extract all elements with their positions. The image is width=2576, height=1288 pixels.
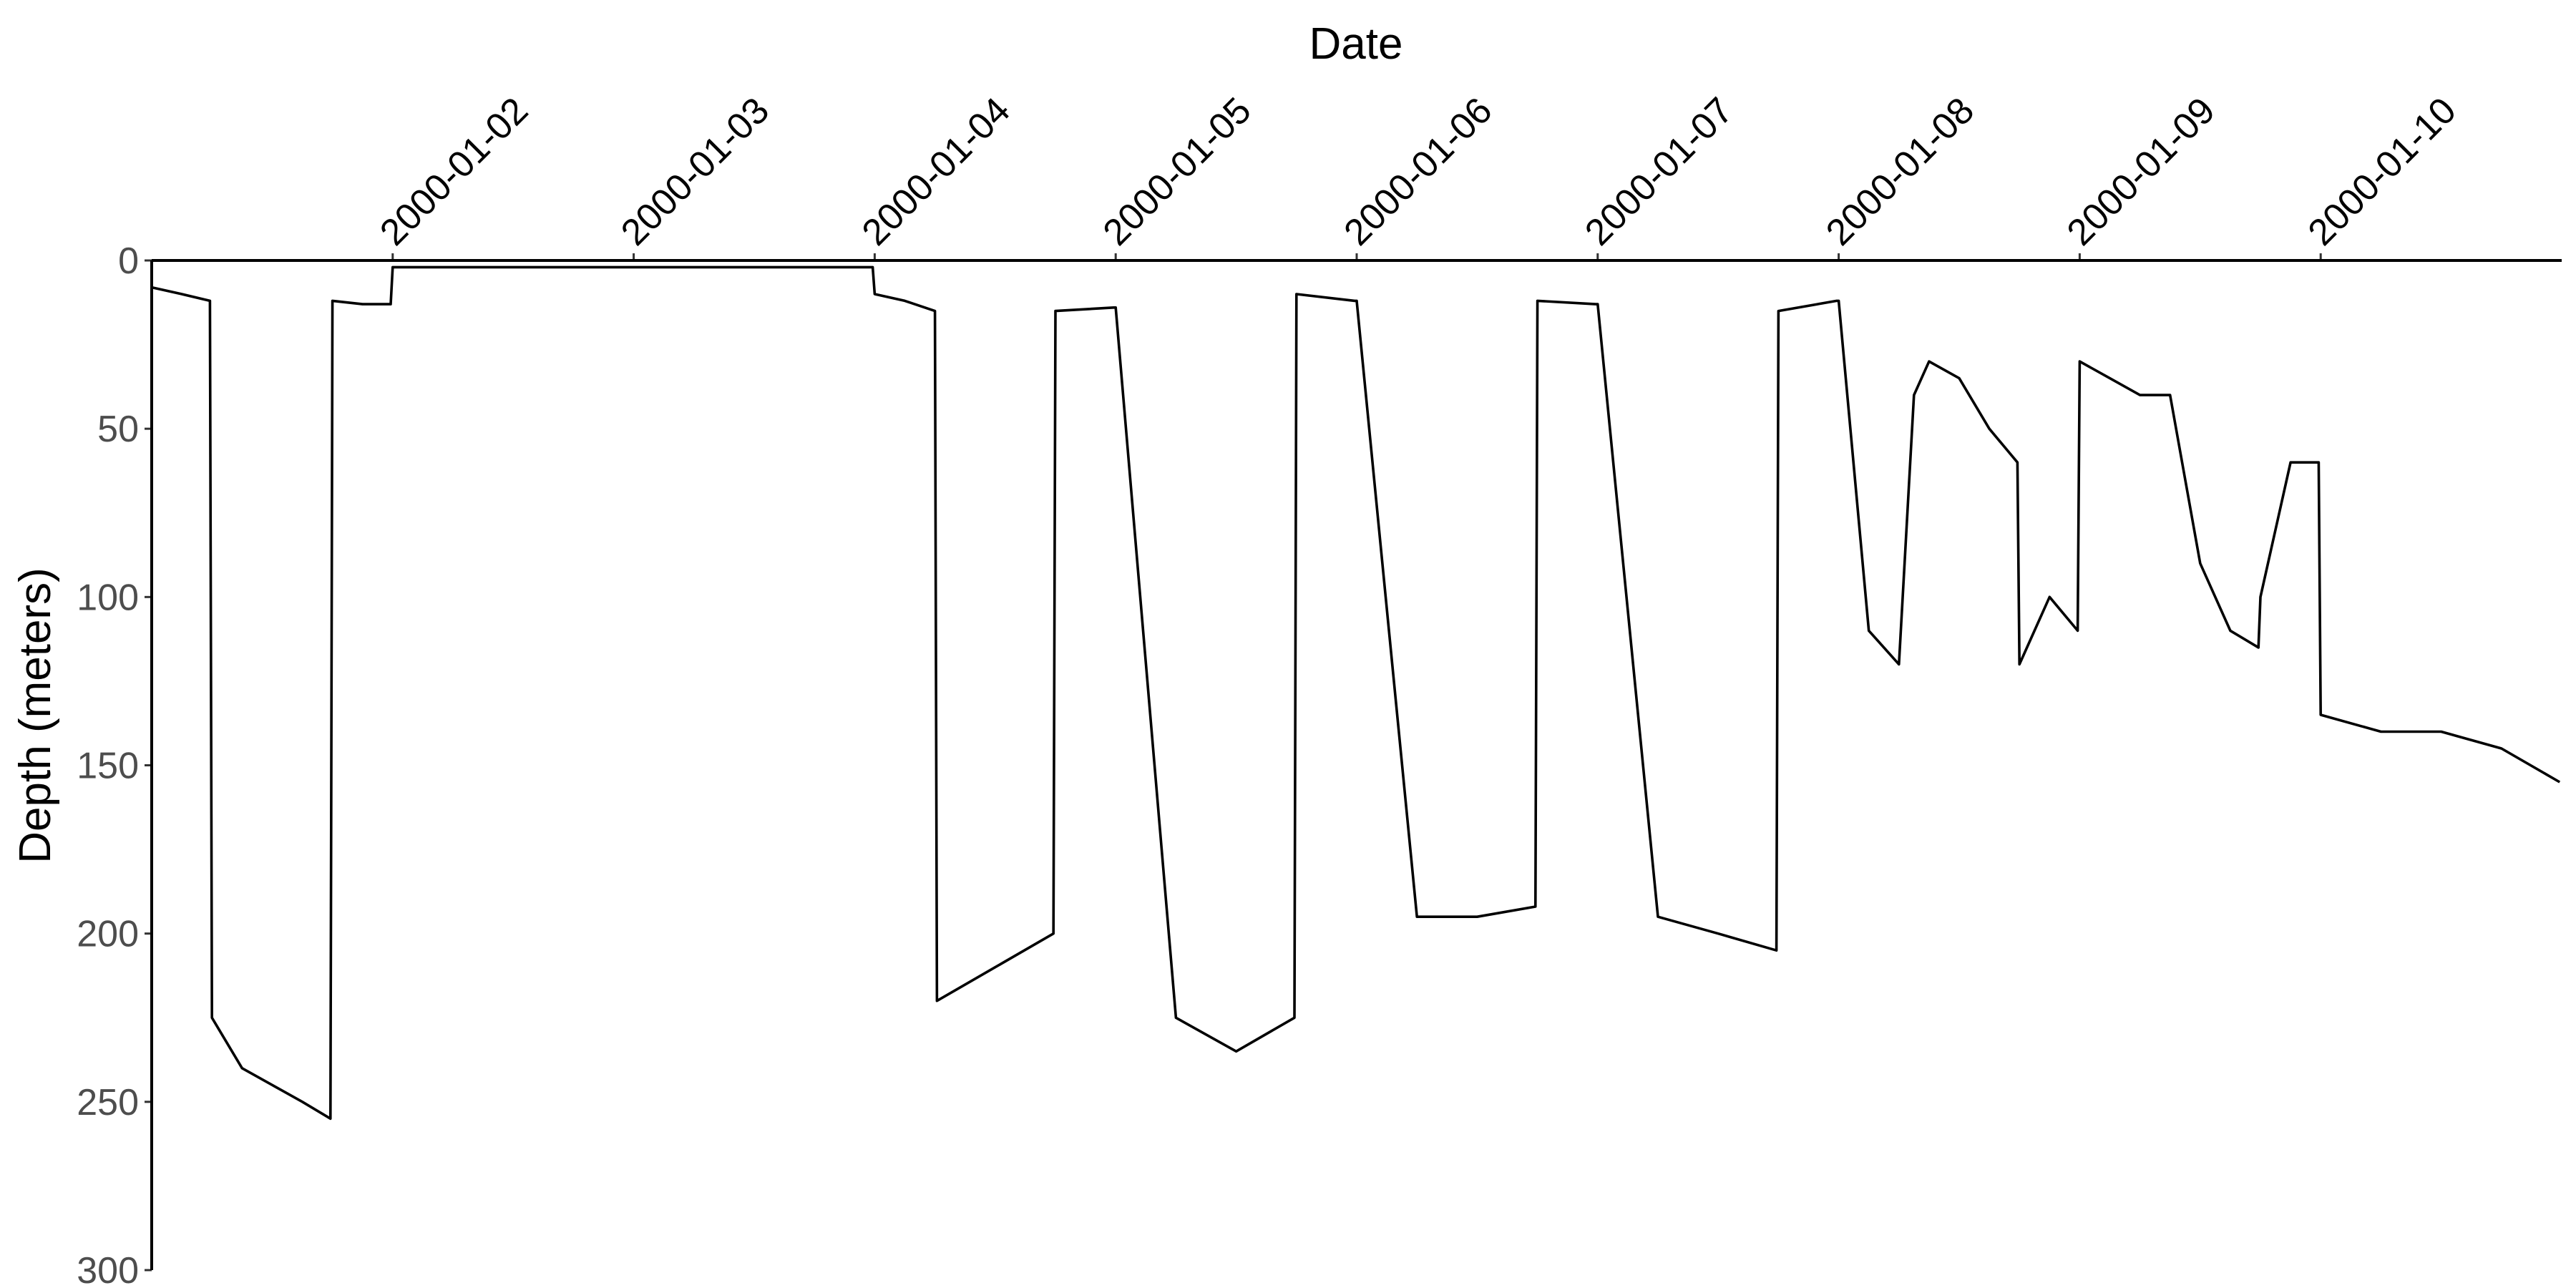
depth-series-line (151, 265, 2561, 1121)
x-tick-label: 2000-01-09 (2059, 89, 2223, 253)
y-tick-label: 300 (77, 1250, 139, 1288)
x-axis: 2000-01-02 2000-01-03 2000-01-04 2000-01-05… (372, 89, 2464, 260)
x-tick-label: 2000-01-07 (1577, 89, 1741, 253)
y-tick-label: 0 (118, 240, 139, 282)
y-tick-label: 200 (77, 914, 139, 955)
y-axis: 0 50 100 150 200 250 300 (77, 240, 152, 1288)
x-tick-label: 2000-01-08 (1818, 89, 1982, 253)
x-tick-label: 2000-01-05 (1096, 89, 1259, 253)
x-tick-label: 2000-01-06 (1336, 89, 1500, 253)
x-tick-label: 2000-01-10 (2301, 89, 2464, 253)
x-tick-label: 2000-01-02 (372, 89, 536, 253)
x-tick-label: 2000-01-04 (854, 89, 1018, 253)
x-tick-label: 2000-01-03 (613, 89, 777, 253)
y-tick-label: 100 (77, 577, 139, 618)
y-tick-label: 150 (77, 746, 139, 787)
y-tick-label: 250 (77, 1082, 139, 1123)
y-axis-title: Depth (meters) (11, 567, 60, 863)
x-axis-title: Date (1309, 19, 1403, 69)
y-tick-label: 50 (97, 409, 139, 450)
